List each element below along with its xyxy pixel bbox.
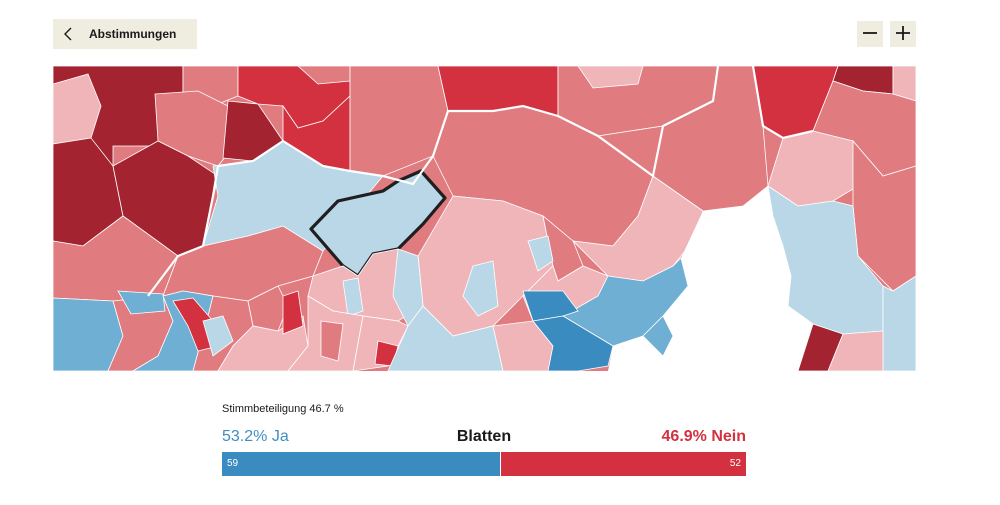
- chevron-left-icon: [62, 27, 74, 41]
- municipality[interactable]: [827, 330, 884, 371]
- district-border: [147, 66, 720, 297]
- no-bar-segment: 52: [500, 452, 746, 476]
- municipality[interactable]: [577, 66, 644, 89]
- municipality[interactable]: [522, 290, 579, 322]
- municipality[interactable]: [342, 277, 364, 317]
- result-bar: 59 52: [222, 452, 746, 476]
- municipality[interactable]: [282, 290, 304, 335]
- municipality[interactable]: [53, 73, 102, 145]
- municipality[interactable]: [320, 320, 344, 362]
- no-percentage: 46.9% Nein: [661, 428, 746, 445]
- municipality[interactable]: [532, 315, 614, 371]
- back-button-label: Abstimmungen: [89, 27, 177, 41]
- turnout-label: Stimmbeteiligung: [222, 403, 307, 415]
- place-name: Blatten: [456, 428, 512, 445]
- yes-percentage: 53.2% Ja: [222, 428, 289, 445]
- no-count: 52: [729, 458, 741, 469]
- municipality-map[interactable]: [53, 66, 916, 371]
- municipality[interactable]: [527, 235, 554, 272]
- yes-count: 59: [227, 458, 239, 469]
- zoom-out-button[interactable]: [857, 21, 883, 47]
- municipality[interactable]: [892, 66, 916, 102]
- district-border: [751, 66, 814, 140]
- municipality[interactable]: [437, 66, 559, 117]
- minus-icon: [862, 25, 878, 44]
- turnout-value: 46.7 %: [309, 403, 344, 415]
- municipality[interactable]: [882, 275, 916, 371]
- municipality[interactable]: [462, 260, 499, 317]
- zoom-in-button[interactable]: [890, 21, 916, 47]
- yes-bar-segment: 59: [222, 452, 501, 476]
- municipality[interactable]: [117, 290, 166, 315]
- turnout: Stimmbeteiligung 46.7 %: [222, 403, 344, 415]
- municipality[interactable]: [202, 315, 234, 357]
- no-data-area: [608, 186, 813, 371]
- plus-icon: [895, 25, 911, 44]
- back-button[interactable]: Abstimmungen: [53, 19, 197, 49]
